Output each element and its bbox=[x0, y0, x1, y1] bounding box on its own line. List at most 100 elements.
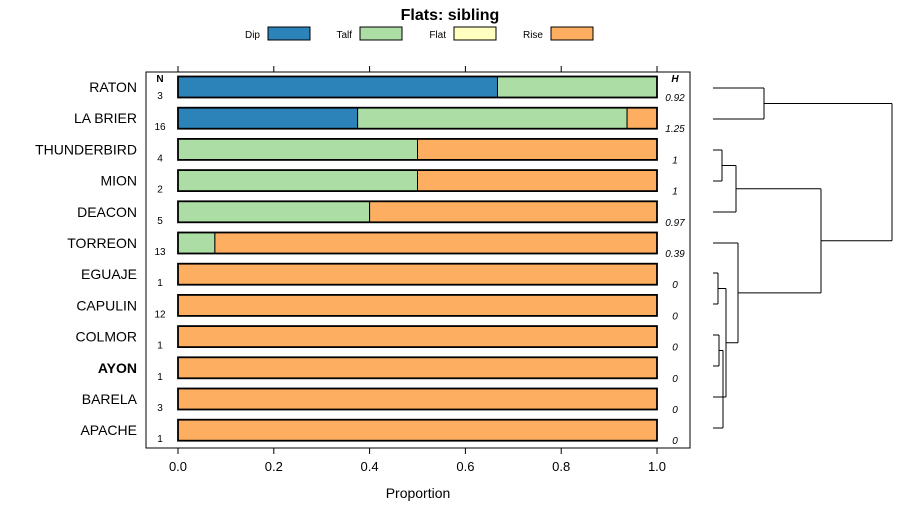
legend-swatch-rise bbox=[550, 26, 594, 41]
h-values: 0.92 1.25 1 1 0.97 0.39 0 0 0 0 0 0 bbox=[665, 93, 685, 447]
x-tick-label: 0.8 bbox=[552, 459, 570, 474]
bar-outline bbox=[177, 231, 658, 255]
dendrogram-branch bbox=[713, 149, 723, 182]
category-label: RATON bbox=[89, 79, 137, 95]
legend-label-dip: Dip bbox=[245, 30, 260, 41]
legend-swatch-talf bbox=[359, 26, 403, 41]
bar-segment-rise bbox=[214, 232, 658, 254]
n-value: 2 bbox=[157, 185, 163, 196]
x-tick-label: 0.2 bbox=[265, 459, 283, 474]
h-value: 0 bbox=[672, 374, 678, 385]
n-header: N bbox=[156, 74, 163, 85]
bar-segment-rise bbox=[177, 263, 658, 286]
bar-segment-rise bbox=[417, 169, 658, 192]
bar-outline bbox=[177, 293, 658, 317]
chart-title: Flats: sibling bbox=[401, 7, 500, 24]
h-header: H bbox=[671, 74, 679, 85]
legend-label-rise: Rise bbox=[523, 30, 543, 41]
bar-segment-rise bbox=[177, 356, 658, 379]
category-label: AYON bbox=[98, 360, 137, 376]
h-value: 0 bbox=[672, 311, 678, 322]
category-label: LA BRIER bbox=[74, 110, 137, 126]
n-value: 12 bbox=[154, 309, 166, 320]
h-value: 0 bbox=[672, 405, 678, 416]
bar-outline bbox=[177, 262, 658, 286]
x-tick-label: 1.0 bbox=[648, 459, 666, 474]
bar-segment-rise bbox=[177, 419, 658, 442]
h-value: 0 bbox=[672, 436, 678, 447]
legend: Dip Talf Flat Rise bbox=[245, 26, 594, 41]
dendrogram-branch bbox=[764, 103, 893, 242]
bar-segment-talf bbox=[496, 76, 658, 98]
bar-outline bbox=[177, 106, 658, 130]
n-value: 3 bbox=[157, 403, 163, 414]
dendrogram-branch bbox=[713, 334, 720, 367]
x-tick-label: 0.0 bbox=[169, 459, 187, 474]
dendrogram bbox=[713, 87, 893, 429]
bar-segment-talf bbox=[177, 232, 216, 254]
category-label: COLMOR bbox=[76, 329, 137, 345]
h-value: 1 bbox=[672, 187, 678, 198]
category-label: MION bbox=[100, 173, 137, 189]
n-value: 3 bbox=[157, 91, 163, 102]
bar-outline bbox=[177, 75, 658, 99]
dendrogram-branch bbox=[713, 272, 719, 305]
h-value: 0.39 bbox=[665, 249, 685, 260]
bar-segment-rise bbox=[177, 325, 658, 348]
n-value: 1 bbox=[157, 341, 163, 352]
category-label: TORREON bbox=[67, 235, 137, 251]
n-value: 16 bbox=[154, 122, 166, 133]
legend-label-talf: Talf bbox=[336, 30, 352, 41]
category-label: APACHE bbox=[80, 422, 137, 438]
bar-segment-talf bbox=[177, 138, 418, 161]
h-value: 0 bbox=[672, 343, 678, 354]
n-value: 1 bbox=[157, 278, 163, 289]
x-axis: 0.0 0.2 0.4 0.6 0.8 1.0 bbox=[169, 66, 666, 474]
category-label: THUNDERBIRD bbox=[35, 141, 137, 157]
h-value: 1.25 bbox=[665, 124, 685, 135]
legend-swatch-dip bbox=[267, 26, 311, 41]
h-value: 0.92 bbox=[665, 93, 685, 104]
bar-outline bbox=[177, 387, 658, 411]
h-value: 1 bbox=[672, 155, 678, 166]
bar-outline bbox=[177, 418, 658, 442]
n-value: 13 bbox=[154, 247, 166, 258]
dendrogram-branch bbox=[713, 350, 724, 429]
n-value: 1 bbox=[157, 372, 163, 383]
bar-outline bbox=[177, 356, 658, 380]
category-label: DEACON bbox=[77, 204, 137, 220]
bar-outline bbox=[177, 169, 658, 193]
n-value: 1 bbox=[157, 434, 163, 445]
n-value: 4 bbox=[157, 153, 163, 164]
bar-segment-talf bbox=[357, 107, 628, 130]
category-label: BARELA bbox=[82, 391, 138, 407]
bars bbox=[177, 75, 658, 442]
x-tick-label: 0.4 bbox=[361, 459, 379, 474]
legend-swatch-flat bbox=[453, 26, 497, 41]
bar-segment-rise bbox=[177, 388, 658, 410]
x-tick-label: 0.6 bbox=[456, 459, 474, 474]
bar-segment-rise bbox=[417, 138, 658, 161]
dendrogram-branch bbox=[736, 188, 822, 294]
bar-segment-talf bbox=[177, 169, 418, 192]
bar-outline bbox=[177, 137, 658, 161]
bar-outline bbox=[177, 200, 658, 224]
bar-segment-rise bbox=[369, 200, 658, 223]
bar-segment-dip bbox=[177, 76, 498, 98]
bar-outline bbox=[177, 325, 658, 349]
category-label: EGUAJE bbox=[81, 266, 137, 282]
plot-frame bbox=[145, 71, 691, 449]
bar-segment-talf bbox=[177, 200, 371, 223]
y-axis-labels: RATON LA BRIER THUNDERBIRD MION DEACON TORREO… bbox=[35, 79, 138, 438]
dendrogram-branch bbox=[713, 87, 765, 120]
h-value: 0.97 bbox=[665, 218, 685, 229]
h-value: 0 bbox=[672, 280, 678, 291]
category-label: CAPULIN bbox=[76, 297, 137, 313]
x-axis-label: Proportion bbox=[386, 485, 451, 501]
n-value: 5 bbox=[157, 216, 163, 227]
legend-label-flat: Flat bbox=[429, 30, 446, 41]
bar-segment-rise bbox=[177, 294, 658, 317]
dendrogram-branch bbox=[713, 165, 737, 213]
